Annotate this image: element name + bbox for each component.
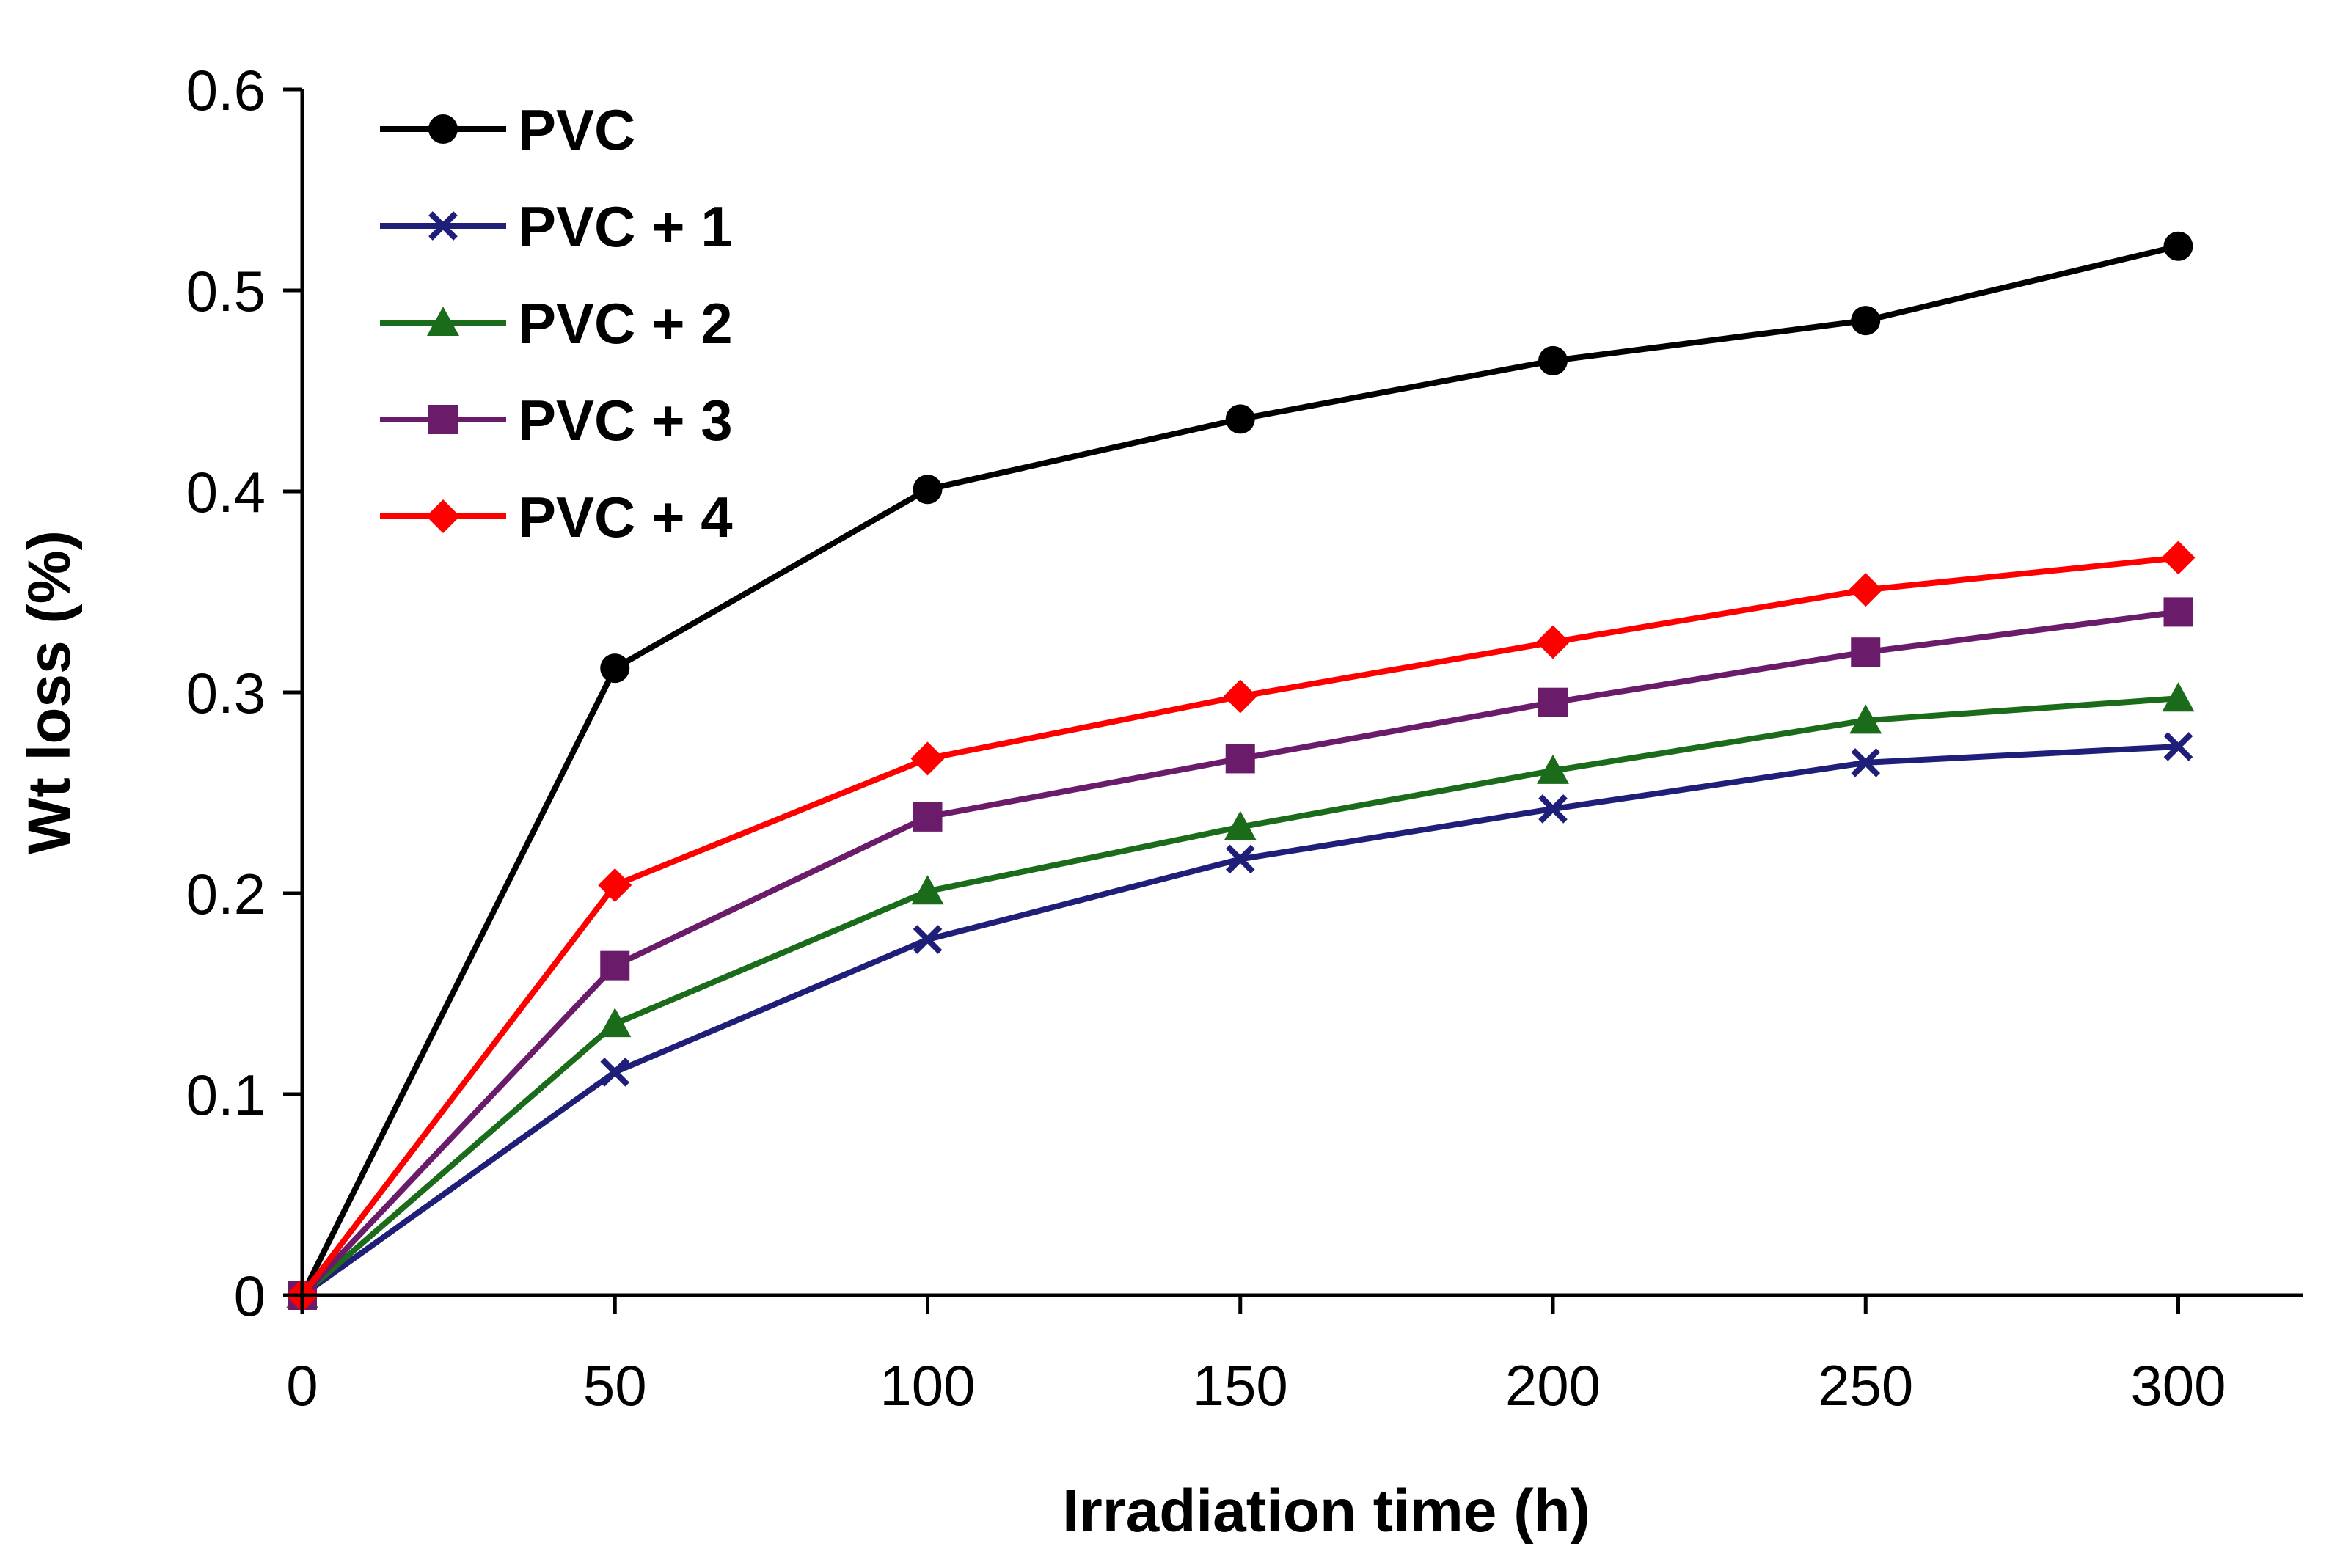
x-tick-label: 250 — [1818, 1353, 1913, 1418]
series-line-pvc-4 — [299, 554, 2179, 1297]
data-point-pvc — [1851, 306, 1881, 336]
data-point-pvc — [913, 475, 943, 505]
data-point-pvc-3 — [1538, 687, 1568, 717]
data-point-pvc-3 — [913, 802, 943, 832]
y-tick-label: 0.3 — [186, 661, 266, 725]
legend-label: PVC + 3 — [518, 388, 733, 453]
data-point-pvc-1 — [600, 1058, 630, 1087]
data-point-pvc — [1225, 404, 1255, 434]
data-point-pvc-4 — [1223, 679, 1257, 714]
data-point-pvc-1 — [1851, 748, 1881, 777]
legend-item-pvc: PVC — [380, 98, 635, 162]
legend-label: PVC + 2 — [518, 291, 733, 356]
data-point-pvc-2 — [911, 875, 944, 905]
x-axis-title: Irradiation time (h) — [1062, 1478, 1590, 1545]
legend-label: PVC — [518, 98, 635, 162]
y-tick-label: 0.6 — [186, 58, 266, 122]
data-point-pvc-2 — [1537, 754, 1569, 784]
axes: 0 0.1 0.2 0.3 0.4 0.5 0.6 0 50 100 150 200 250 300 — [186, 58, 2303, 1418]
x-tick-label: 50 — [583, 1353, 647, 1418]
series-layer — [285, 231, 2196, 1312]
data-point-pvc-3 — [2163, 597, 2193, 627]
data-point-pvc-1 — [1538, 794, 1568, 824]
series-pvc-2 — [286, 682, 2195, 1308]
y-tick-label: 0 — [234, 1264, 266, 1328]
series-pvc-4 — [285, 541, 2196, 1312]
data-point-pvc — [2163, 231, 2193, 261]
data-point-pvc-4 — [598, 868, 632, 903]
data-point-pvc-2 — [1849, 704, 1882, 734]
x-tick-label: 200 — [1505, 1353, 1601, 1418]
legend-marker — [428, 114, 458, 144]
x-tick-label: 300 — [2130, 1353, 2226, 1418]
y-tick-label: 0.4 — [186, 460, 266, 524]
x-tick-label: 100 — [880, 1353, 975, 1418]
data-point-pvc-4 — [910, 741, 945, 776]
legend-item-pvc-1: PVC + 1 — [380, 194, 733, 259]
y-tick-label: 0.2 — [186, 862, 266, 926]
legend-marker — [426, 499, 460, 533]
legend-marker — [428, 211, 458, 241]
data-point-pvc-1 — [913, 925, 943, 954]
data-point-pvc-4 — [1849, 573, 1883, 607]
data-point-pvc-1 — [2163, 732, 2193, 761]
data-point-pvc-4 — [2161, 541, 2196, 575]
series-pvc — [288, 231, 2193, 1310]
y-axis-title: Wt loss (%) — [16, 530, 83, 854]
legend-label: PVC + 1 — [518, 194, 733, 259]
x-tick-label: 150 — [1193, 1353, 1288, 1418]
legend-item-pvc-2: PVC + 2 — [380, 291, 733, 356]
legend-item-pvc-4: PVC + 4 — [380, 485, 733, 549]
y-tick-label: 0.5 — [186, 259, 266, 323]
data-point-pvc-2 — [599, 1008, 632, 1038]
legend-item-pvc-3: PVC + 3 — [380, 388, 733, 453]
series-line-pvc-3 — [300, 609, 2179, 1297]
data-point-pvc-1 — [1225, 844, 1255, 874]
legend-label: PVC + 4 — [518, 485, 733, 549]
data-point-pvc — [600, 653, 630, 684]
x-tick-label: 0 — [286, 1353, 318, 1418]
legend-marker — [427, 307, 459, 336]
data-point-pvc-2 — [2162, 682, 2195, 712]
legend: PVC PVC + 1 PVC + 2 PVC + 3 PVC + 4 — [380, 98, 733, 549]
data-point-pvc — [1538, 345, 1568, 375]
data-point-pvc-3 — [600, 950, 630, 981]
data-point-pvc-3 — [1851, 637, 1881, 667]
y-tick-label: 0.1 — [186, 1063, 266, 1127]
data-point-pvc-2 — [1224, 810, 1257, 840]
legend-marker — [428, 405, 458, 434]
data-point-pvc-4 — [1536, 625, 1570, 659]
data-point-pvc-3 — [1225, 744, 1255, 774]
